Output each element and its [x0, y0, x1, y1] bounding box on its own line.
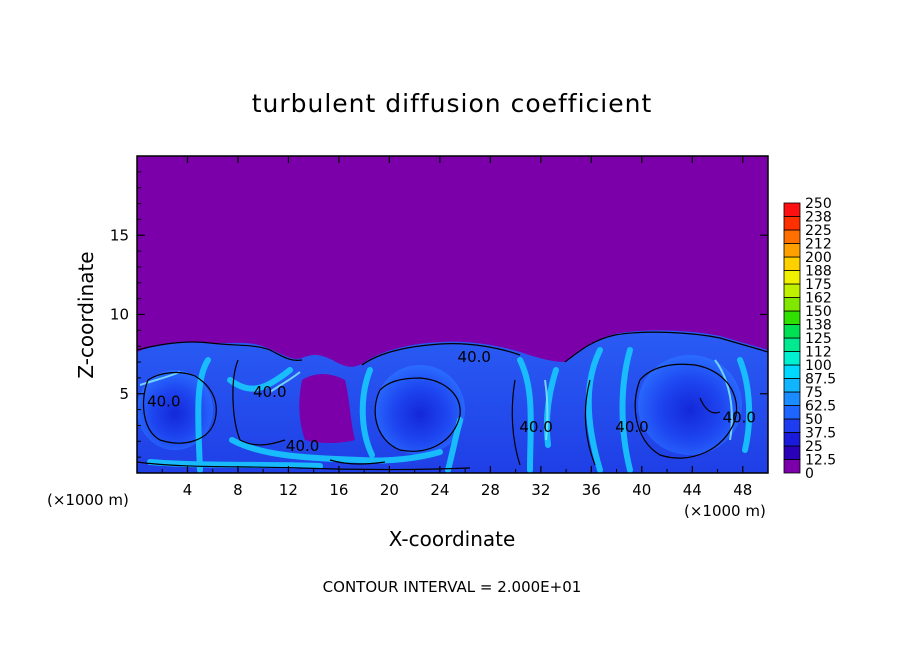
x-axis-label: X-coordinate — [389, 527, 516, 551]
colorbar-label: 100 — [805, 358, 832, 374]
colorbar-label: 212 — [805, 237, 832, 253]
colorbar-swatch — [783, 432, 801, 447]
colorbar-swatch — [783, 297, 801, 312]
colorbar-swatch — [783, 391, 801, 406]
x-unit-right: (×1000 m) — [684, 502, 766, 520]
colorbar-label: 162 — [805, 291, 832, 307]
colorbar-label: 175 — [805, 277, 832, 293]
colorbar-swatch — [783, 324, 801, 339]
colorbar-label: 62.5 — [805, 399, 836, 415]
contour-interval: CONTOUR INTERVAL = 2.000E+01 — [323, 578, 582, 596]
colorbar-swatch — [783, 405, 801, 420]
vortex-right — [638, 355, 742, 455]
colorbar-label: 200 — [805, 250, 832, 266]
chart-title: turbulent diffusion coefficient — [252, 89, 653, 118]
colorbar-label: 112 — [805, 345, 832, 361]
y-ticks: 5 10 15 — [110, 171, 768, 458]
colorbar-label: 25 — [805, 439, 823, 455]
contour-label: 40.0 — [458, 348, 491, 366]
colorbar-label: 50 — [805, 412, 823, 428]
colorbar-swatch — [783, 229, 801, 244]
colorbar-swatch — [783, 310, 801, 325]
vortex-left — [137, 370, 213, 450]
colorbar-swatch — [783, 256, 801, 271]
colorbar-label: 37.5 — [805, 426, 836, 442]
cyan-filaments — [147, 347, 753, 473]
colorbar-label: 75 — [805, 385, 823, 401]
colorbar-swatch — [783, 283, 801, 298]
y-tick-label: 15 — [110, 226, 129, 244]
x-tick-label: 24 — [430, 481, 449, 499]
colorbar-label: 188 — [805, 264, 832, 280]
stable-pocket — [299, 374, 355, 443]
light-streaks — [139, 359, 733, 441]
colorbar-swatch — [783, 418, 801, 433]
colorbar-swatch — [783, 243, 801, 258]
colorbar-swatch — [783, 202, 801, 217]
colorbar-swatch — [783, 216, 801, 231]
colorbar: 012.52537.55062.57587.510011212513815016… — [783, 196, 836, 482]
colorbar-label: 238 — [805, 210, 832, 226]
x-tick-label: 32 — [531, 481, 550, 499]
contour-lines — [137, 331, 768, 471]
colorbar-label: 12.5 — [805, 453, 836, 469]
colorbar-swatch — [783, 459, 801, 474]
colorbar-swatch — [783, 351, 801, 366]
colorbar-swatch — [783, 270, 801, 285]
y-axis-label: Z-coordinate — [74, 251, 98, 378]
x-ticks: 4 8 12 16 20 24 28 32 36 40 44 48 — [161, 156, 752, 499]
colorbar-label: 0 — [805, 466, 814, 482]
x-tick-label: 36 — [582, 481, 601, 499]
colorbar-swatch — [783, 364, 801, 379]
x-unit-left: (×1000 m) — [47, 491, 129, 509]
vortex-center — [375, 365, 465, 455]
colorbar-label: 150 — [805, 304, 832, 320]
contour-label: 40.0 — [147, 392, 180, 410]
x-tick-label: 4 — [183, 481, 193, 499]
x-tick-label: 48 — [733, 481, 752, 499]
x-tick-label: 28 — [481, 481, 500, 499]
colorbar-label: 87.5 — [805, 372, 836, 388]
y-tick-label: 10 — [110, 306, 129, 324]
colorbar-label: 225 — [805, 223, 832, 239]
contour-label: 40.0 — [723, 408, 756, 426]
colorbar-swatch — [783, 378, 801, 393]
colorbar-label: 125 — [805, 331, 832, 347]
x-tick-label: 40 — [632, 481, 651, 499]
plot-area: 40.0 40.0 40.0 40.0 40.0 40.0 40.0 — [137, 156, 768, 473]
contour-label: 40.0 — [615, 418, 648, 436]
x-tick-label: 16 — [329, 481, 348, 499]
contour-label: 40.0 — [253, 383, 286, 401]
contour-labels: 40.0 40.0 40.0 40.0 40.0 40.0 40.0 — [147, 348, 756, 455]
y-tick-label: 5 — [119, 385, 129, 403]
colorbar-label: 138 — [805, 318, 832, 334]
x-tick-label: 44 — [683, 481, 702, 499]
x-tick-label: 8 — [233, 481, 243, 499]
x-tick-label: 20 — [380, 481, 399, 499]
contour-label: 40.0 — [519, 418, 552, 436]
colorbar-label: 250 — [805, 196, 832, 212]
colorbar-swatch — [783, 337, 801, 352]
x-tick-label: 12 — [279, 481, 298, 499]
contour-label: 40.0 — [286, 437, 319, 455]
colorbar-swatch — [783, 445, 801, 460]
